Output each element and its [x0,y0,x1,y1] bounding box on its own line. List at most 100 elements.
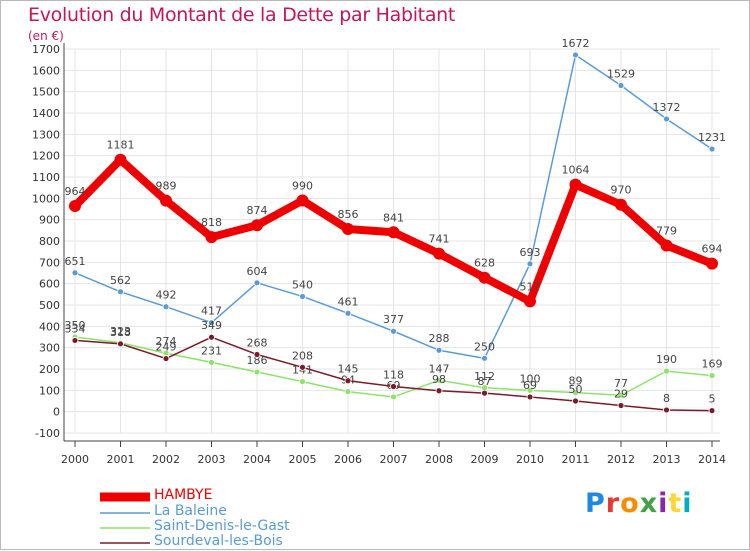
y-tick-label: 600 [39,278,60,291]
data-label-hambye: 989 [156,180,177,193]
data-point-sourdeval-les-bois [390,383,397,390]
data-point-la-baleine [526,260,534,268]
data-point-sourdeval-les-bois [117,340,124,348]
data-label-la-baleine: 288 [429,332,450,345]
data-label-la-baleine: 604 [247,265,268,278]
data-point-la-baleine [117,288,124,296]
x-tick-label: 2002 [152,453,180,466]
data-label-sourdeval-les-bois: 8 [663,392,670,405]
data-label-saint-denis-le-gast: 323 [110,325,131,338]
data-label-la-baleine: 492 [156,289,177,302]
data-point-sourdeval-les-bois [299,363,306,371]
data-point-la-baleine [708,145,716,153]
data-point-la-baleine [663,115,670,123]
y-tick-label: 1400 [32,107,60,120]
y-tick-label: 800 [39,235,60,248]
proxiti-logo: Proxiti [585,488,693,519]
data-label-hambye: 874 [247,204,268,217]
data-label-hambye: 964 [65,185,86,198]
legend-swatch-saint-denis-le-gast [100,527,150,529]
data-label-saint-denis-le-gast: 77 [614,377,628,390]
data-label-la-baleine: 693 [520,246,541,259]
x-tick-label: 2006 [334,453,362,466]
legend-label-la-baleine: La Baleine [154,503,227,519]
x-tick-label: 2009 [471,453,499,466]
data-label-sourdeval-les-bois: 145 [338,363,359,376]
y-tick-label: 1100 [32,171,60,184]
data-label-sourdeval-les-bois: 318 [110,326,131,339]
x-tick-label: 2005 [289,453,317,466]
data-label-sourdeval-les-bois: 69 [523,379,537,392]
data-label-hambye: 1064 [562,164,590,177]
data-label-sourdeval-les-bois: 50 [569,383,583,396]
x-tick-label: 2003 [198,453,226,466]
data-point-saint-denis-le-gast [208,358,215,366]
data-point-hambye [569,178,582,191]
data-point-hambye [524,295,536,308]
data-point-hambye [433,247,445,260]
data-point-sourdeval-les-bois [708,407,716,415]
y-tick-label: 1200 [32,150,60,163]
data-label-saint-denis-le-gast: 169 [702,358,723,371]
data-label-la-baleine: 1672 [562,37,590,50]
data-point-saint-denis-le-gast [344,388,352,396]
data-point-la-baleine [617,82,625,89]
data-label-hambye: 1181 [107,139,135,152]
data-label-sourdeval-les-bois: 98 [432,373,446,386]
data-label-la-baleine: 562 [110,274,131,287]
legend-label-saint-denis-le-gast: Saint-Denis-le-Gast [154,518,290,534]
data-point-sourdeval-les-bois [617,402,625,409]
legend-swatch-sourdeval-les-bois [100,542,150,544]
data-point-hambye [205,231,218,244]
y-tick-label: 200 [39,363,60,376]
data-point-la-baleine [162,303,170,311]
chart-title: Evolution du Montant de la Dette par Hab… [28,4,456,26]
data-label-hambye: 628 [474,257,495,270]
data-point-hambye [296,194,309,207]
data-label-hambye: 517 [520,280,541,293]
data-label-la-baleine: 417 [201,305,222,318]
x-tick-label: 2012 [607,453,635,466]
data-point-la-baleine [253,279,261,287]
data-point-sourdeval-les-bois [208,333,215,341]
y-tick-label: 400 [39,320,60,333]
data-label-hambye: 779 [656,224,677,237]
data-point-la-baleine [208,319,215,327]
data-point-sourdeval-les-bois [162,355,170,362]
data-point-la-baleine [435,346,443,354]
data-point-saint-denis-le-gast [572,389,579,397]
y-tick-label: 1700 [32,43,60,56]
legend-swatch-hambye [100,492,150,502]
y-tick-label: 300 [39,342,60,355]
data-label-la-baleine: 377 [383,313,404,326]
data-point-saint-denis-le-gast [299,378,306,385]
y-tick-label: 1300 [32,128,60,141]
y-tick-label: 500 [39,299,60,312]
y-tick-label: -100 [35,427,60,440]
data-label-la-baleine: 1529 [607,67,635,80]
x-tick-label: 2011 [562,453,590,466]
data-point-saint-denis-le-gast [526,386,534,394]
data-label-la-baleine: 1372 [653,101,681,114]
data-label-saint-denis-le-gast: 100 [520,372,541,385]
data-point-la-baleine [71,269,79,277]
data-label-hambye: 741 [429,233,450,246]
data-point-sourdeval-les-bois [71,337,79,344]
data-point-sourdeval-les-bois [435,387,443,395]
data-label-hambye: 990 [292,179,313,192]
data-point-saint-denis-le-gast [663,367,670,375]
data-point-saint-denis-le-gast [708,372,716,380]
data-label-hambye: 970 [611,184,632,197]
data-point-saint-denis-le-gast [617,391,625,399]
data-point-saint-denis-le-gast [435,376,443,384]
data-label-sourdeval-les-bois: 5 [709,393,716,406]
legend-swatch-la-baleine [100,512,150,514]
data-label-sourdeval-les-bois: 208 [292,349,313,362]
x-tick-label: 2014 [698,453,726,466]
data-point-la-baleine [572,51,579,59]
data-label-saint-denis-le-gast: 147 [429,362,450,375]
data-point-hambye [660,239,673,252]
data-label-sourdeval-les-bois: 334 [65,322,86,335]
data-label-hambye: 841 [383,211,404,224]
